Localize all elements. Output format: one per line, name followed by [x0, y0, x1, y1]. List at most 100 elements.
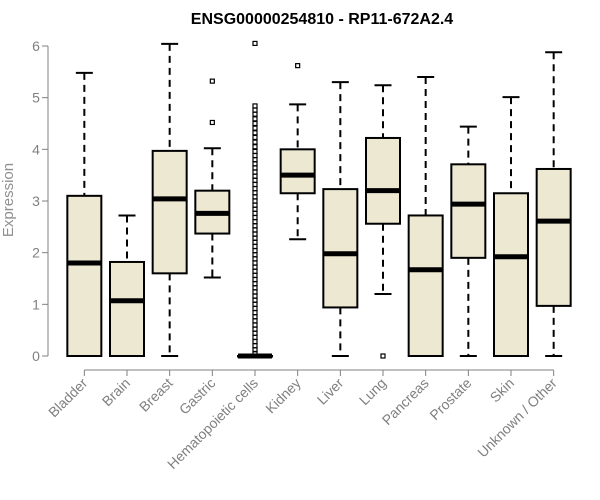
- outlier-point: [209, 119, 215, 126]
- outlier-point: [252, 330, 258, 336]
- x-tick-label: Prostate: [426, 375, 474, 423]
- outlier-point: [252, 264, 258, 270]
- outlier-point: [252, 281, 258, 287]
- outlier-point: [252, 111, 258, 117]
- outlier-point: [252, 181, 258, 188]
- box-prostate: [450, 125, 487, 357]
- outlier-point: [252, 239, 258, 245]
- y-tick-label: 5: [32, 90, 40, 106]
- outlier-point: [252, 301, 258, 307]
- outlier-point: [252, 293, 258, 299]
- box-bladder: [66, 71, 103, 357]
- x-tick-label: Brain: [99, 375, 133, 409]
- x-tick-label: Unknown / Other: [474, 375, 560, 461]
- x-tick-label: Kidney: [262, 375, 304, 417]
- chart-title: ENSG00000254810 - RP11-672A2.4: [191, 11, 454, 28]
- outlier-point: [252, 235, 258, 241]
- outlier-point: [252, 310, 258, 316]
- y-tick-label: 1: [32, 296, 40, 312]
- box-body: [66, 194, 103, 357]
- outlier-point: [295, 63, 301, 69]
- outlier-point: [252, 318, 258, 324]
- outlier-point: [252, 256, 258, 262]
- outlier-point: [252, 152, 258, 159]
- box-body: [493, 192, 529, 357]
- outlier-point: [252, 334, 258, 340]
- box-breast: [151, 42, 188, 357]
- box-pancreas: [407, 76, 444, 357]
- outlier-point: [252, 214, 258, 221]
- outlier-point: [252, 268, 258, 274]
- outlier-point: [252, 343, 258, 349]
- outlier-point: [252, 144, 258, 150]
- outlier-point: [252, 173, 258, 179]
- box-unknown-other: [535, 51, 572, 357]
- x-tick-label: Lung: [356, 375, 389, 408]
- outlier-point: [252, 285, 258, 291]
- outlier-point: [252, 202, 258, 208]
- box-liver: [322, 81, 359, 357]
- outlier-point: [252, 231, 258, 237]
- outlier-point: [252, 206, 258, 212]
- box-lung: [365, 84, 401, 359]
- box-skin: [493, 96, 529, 357]
- y-tick-label: 3: [32, 193, 40, 209]
- outlier-point: [252, 107, 258, 113]
- box-gastric: [194, 78, 231, 279]
- box-hematopoietic-cells: [237, 40, 273, 359]
- box-body: [151, 149, 188, 275]
- outlier-point: [252, 210, 258, 216]
- x-tick-label: Liver: [314, 375, 347, 408]
- boxes-group: [66, 40, 572, 359]
- outlier-point: [252, 139, 258, 145]
- outlier-point: [252, 289, 258, 295]
- box-body: [407, 214, 444, 357]
- outlier-point: [252, 276, 258, 283]
- outlier-point: [252, 116, 258, 122]
- box-body: [109, 260, 145, 358]
- outlier-point: [252, 169, 258, 175]
- outlier-point: [252, 252, 258, 258]
- box-body: [322, 188, 359, 309]
- outlier-point: [252, 305, 258, 312]
- y-axis-title: Expression: [0, 163, 17, 237]
- outlier-point: [252, 326, 258, 332]
- outlier-point: [252, 130, 258, 136]
- outlier-point: [209, 78, 215, 84]
- outlier-point: [252, 157, 258, 163]
- y-tick-label: 2: [32, 245, 40, 261]
- box-body: [450, 163, 487, 259]
- outlier-point: [252, 186, 258, 192]
- y-tick-label: 4: [32, 141, 40, 157]
- outlier-point: [252, 243, 258, 250]
- box-body: [365, 136, 401, 225]
- x-tick-label: Gastric: [176, 375, 219, 418]
- y-tick-label: 0: [32, 348, 40, 364]
- outlier-point: [252, 297, 258, 303]
- outlier-point: [252, 165, 258, 171]
- box-body: [279, 148, 316, 195]
- box-kidney: [279, 63, 316, 241]
- box-brain: [109, 214, 145, 358]
- outlier-point: [252, 198, 258, 204]
- outlier-point: [252, 194, 258, 200]
- y-tick-label: 6: [32, 38, 40, 54]
- x-tick-label: Skin: [487, 375, 518, 406]
- y-axis: 0 1 2 3 4 5 6: [32, 38, 49, 364]
- outlier-point: [252, 134, 258, 141]
- box-body: [535, 167, 572, 307]
- outlier-point: [252, 125, 258, 131]
- outlier-point: [252, 40, 258, 47]
- x-tick-label: Breast: [136, 375, 176, 415]
- x-tick-label: Pancreas: [379, 375, 432, 428]
- outlier-point: [252, 260, 258, 266]
- outlier-point: [252, 177, 258, 183]
- outlier-point: [252, 248, 258, 254]
- outlier-point: [252, 223, 258, 229]
- outlier-point: [252, 314, 258, 320]
- outlier-point: [252, 120, 258, 127]
- outlier-point: [252, 190, 258, 196]
- outlier-point: [252, 338, 258, 345]
- x-tick-label: Bladder: [45, 375, 91, 421]
